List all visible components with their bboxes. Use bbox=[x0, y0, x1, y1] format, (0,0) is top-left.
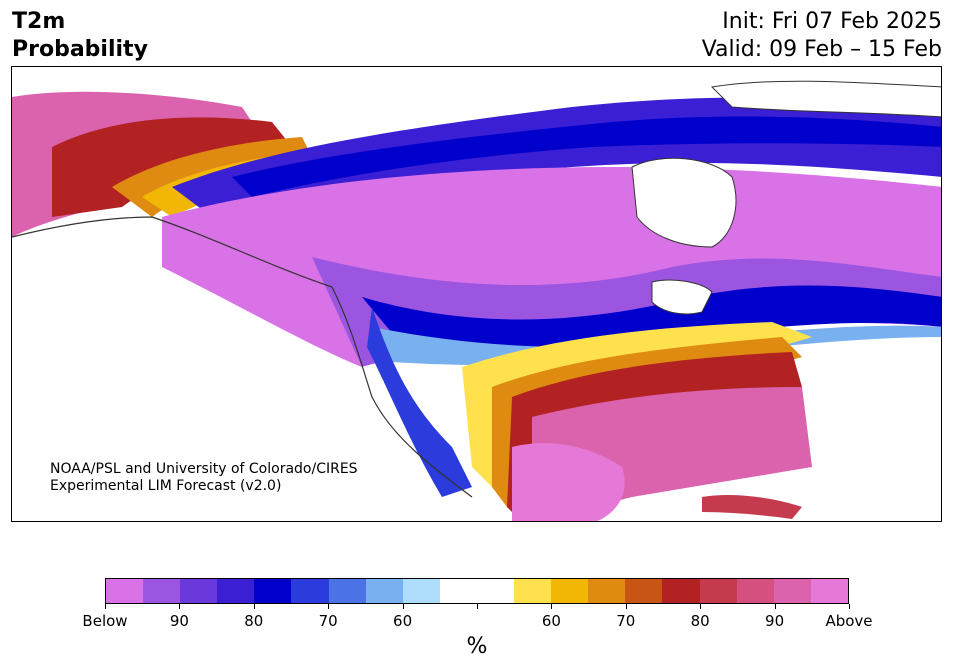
map-graphic bbox=[12, 80, 941, 521]
colorbar-tick-label: 90 bbox=[765, 612, 785, 630]
colorbar-segment bbox=[328, 579, 366, 603]
canada-deep-blue bbox=[232, 116, 941, 197]
colorbar-unit: % bbox=[466, 634, 488, 659]
hudson-bay bbox=[631, 157, 737, 248]
colorbar-segment bbox=[439, 579, 477, 603]
colorbar-segment bbox=[291, 579, 329, 603]
title-line-1: T2m bbox=[12, 9, 66, 34]
mexico-pink bbox=[512, 443, 625, 521]
init-date: Init: Fri 07 Feb 2025 bbox=[722, 9, 942, 34]
colorbar-tick-mark bbox=[477, 604, 478, 609]
colorbar-segment bbox=[588, 579, 626, 603]
colorbar-segment bbox=[180, 579, 218, 603]
colorbar-segment bbox=[662, 579, 700, 603]
colorbar-segment bbox=[551, 579, 589, 603]
colorbar-segment bbox=[143, 579, 181, 603]
colorbar-tick-label: 90 bbox=[169, 612, 189, 630]
colorbar-tick-mark bbox=[551, 604, 553, 609]
colorbar bbox=[105, 578, 849, 604]
colorbar-tick-label: Above bbox=[825, 612, 873, 630]
us-blue-band bbox=[362, 285, 941, 357]
west-coast-blue bbox=[367, 307, 472, 497]
title-line-2: Probability bbox=[12, 37, 148, 62]
colorbar-tick-label: 70 bbox=[318, 612, 338, 630]
colorbar-tick-mark bbox=[625, 604, 627, 609]
colorbar-tick-label: Below bbox=[82, 612, 128, 630]
colorbar-segment bbox=[365, 579, 403, 603]
colorbar-segment bbox=[254, 579, 292, 603]
valid-date: Valid: 09 Feb – 15 Feb bbox=[701, 37, 942, 62]
credit-text: NOAA/PSL and University of Colorado/CIRE… bbox=[50, 461, 358, 495]
colorbar-tick-mark bbox=[105, 604, 106, 609]
colorbar-segment bbox=[402, 579, 440, 603]
colorbar-tick-label: 80 bbox=[244, 612, 264, 630]
colorbar-segment bbox=[217, 579, 255, 603]
colorbar-tick-mark bbox=[253, 604, 255, 609]
colorbar-segment bbox=[699, 579, 737, 603]
colorbar-tick-label: 80 bbox=[690, 612, 710, 630]
coastline bbox=[12, 216, 473, 498]
colorbar-tick-label: 60 bbox=[541, 612, 561, 630]
colorbar-segment bbox=[514, 579, 552, 603]
credit-line-2: Experimental LIM Forecast (v2.0) bbox=[50, 478, 282, 494]
colorbar-segment bbox=[736, 579, 774, 603]
colorbar-tick-mark bbox=[179, 604, 181, 609]
credit-line-1: NOAA/PSL and University of Colorado/CIRE… bbox=[50, 461, 358, 477]
colorbar-tick-mark bbox=[774, 604, 776, 609]
colorbar-segment bbox=[625, 579, 663, 603]
caribbean-region bbox=[702, 495, 802, 519]
colorbar-tick-label: 70 bbox=[616, 612, 636, 630]
colorbar-tick-mark bbox=[328, 604, 330, 609]
chart-title: T2m Probability bbox=[12, 8, 148, 64]
colorbar-segment bbox=[773, 579, 811, 603]
arctic-white bbox=[710, 80, 941, 118]
colorbar-tick-label: 60 bbox=[393, 612, 413, 630]
southeast-yellow bbox=[462, 322, 812, 487]
forecast-map: NOAA/PSL and University of Colorado/CIRE… bbox=[11, 66, 942, 522]
colorbar-segment bbox=[476, 579, 515, 603]
colorbar-segment bbox=[106, 579, 144, 603]
great-lakes bbox=[651, 279, 713, 315]
colorbar-segment bbox=[810, 579, 848, 603]
colorbar-tick-mark bbox=[402, 604, 404, 609]
date-info: Init: Fri 07 Feb 2025 Valid: 09 Feb – 15… bbox=[702, 8, 942, 64]
colorbar-tick-mark bbox=[700, 604, 702, 609]
colorbar-tick-mark bbox=[849, 604, 850, 609]
